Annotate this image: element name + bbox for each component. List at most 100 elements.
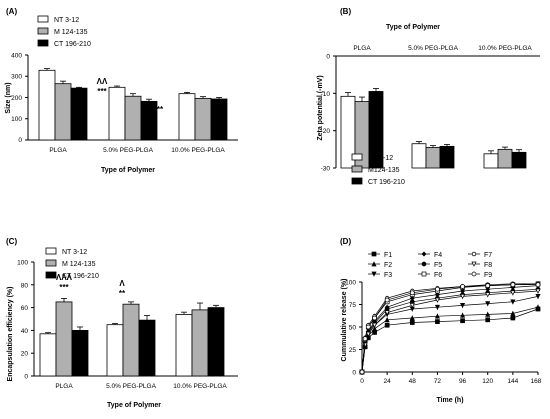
xtick-label: 72 [434, 378, 442, 385]
bar [483, 153, 499, 169]
ytick-label: 0 [18, 137, 22, 144]
xtick-label: 48 [409, 378, 417, 385]
data-point [485, 283, 491, 288]
legend-label: F2 [384, 262, 392, 269]
xtick-label: 10.0% PEG-PLGA [171, 147, 225, 154]
bar [124, 95, 142, 141]
data-point [362, 342, 368, 348]
ytick-label: 50 [349, 325, 357, 332]
panel-c-label: (C) [6, 237, 17, 246]
bar [71, 329, 89, 377]
panel-b: (B) Type of Polymer PLGA 5.0% PEG-PLGA 1… [317, 7, 540, 186]
ytick-label: 40 [21, 328, 29, 335]
legend-label-m: M 124-135 [54, 29, 88, 36]
panel-d-yticks: 0 25 50 75 100 [345, 280, 362, 377]
xtick-label: 120 [482, 378, 493, 385]
data-point [409, 320, 415, 325]
significance-marker: ΛΛΛ [56, 273, 73, 282]
data-point [485, 292, 491, 298]
panel-b-title: Type of Polymer [386, 24, 440, 31]
data-point [535, 294, 541, 300]
bar [106, 324, 124, 377]
ytick-label: -10 [321, 91, 331, 98]
panel-c-yticks: 0 20 40 60 80 100 [17, 260, 34, 381]
significance-marker: ** [157, 105, 164, 114]
panel-a-bars [38, 68, 228, 141]
panel-b-bars [340, 88, 527, 169]
data-point [510, 310, 516, 316]
data-point [434, 297, 440, 303]
data-point [434, 304, 440, 310]
ytick-label: 75 [349, 302, 357, 309]
data-point [485, 311, 491, 317]
panel-a: (A) NT 3-12 M 124-135 CT 196-210 Size (n… [5, 7, 238, 174]
xtick-label: 168 [531, 378, 542, 385]
xtick-label: PLGA [49, 147, 67, 154]
panel-b-ylabel: Zeta potential (-mV) [317, 75, 324, 140]
data-point [485, 301, 491, 307]
xtick-label: 24 [384, 378, 392, 385]
xtick-label: 5.0% PEG-PLGA [408, 45, 459, 52]
xtick-label: 0 [360, 378, 364, 385]
legend-label: F9 [484, 272, 492, 279]
ytick-label: 0 [352, 370, 356, 377]
xtick-label: 144 [507, 378, 518, 385]
xtick-label: 10.0% PEG-PLGA [478, 45, 532, 52]
panel-a-legend: NT 3-12 M 124-135 CT 196-210 [37, 15, 91, 48]
data-point [384, 310, 390, 316]
xtick-label: PLGA [353, 45, 371, 52]
panel-b-label: (B) [340, 7, 351, 16]
xtick-label: 10.0% PEG-PLGA [173, 383, 227, 390]
bar [191, 309, 209, 377]
ytick-label: 100 [11, 116, 22, 123]
legend-label-nt: NT 3-12 [62, 249, 87, 256]
data-point [471, 261, 477, 267]
ytick-label: 0 [326, 54, 330, 61]
data-point [460, 318, 465, 324]
data-point [535, 282, 541, 288]
panel-b-yticks: 0 -10 -20 -30 [321, 54, 336, 173]
bar [108, 86, 126, 141]
data-point [409, 290, 415, 296]
legend-label-nt: NT 3-12 [54, 17, 79, 24]
bar [439, 145, 455, 169]
legend-label: F1 [384, 252, 392, 259]
data-point [384, 297, 390, 303]
legend-swatch-m [37, 27, 49, 35]
bar [138, 319, 156, 377]
legend-swatch-m [351, 165, 363, 173]
legend-label-ct: CT 196-210 [54, 41, 91, 48]
legend-swatch-ct [351, 177, 363, 185]
bar [178, 93, 196, 141]
significance-marker: *** [59, 283, 69, 292]
data-point [535, 288, 541, 294]
data-point [372, 326, 378, 332]
data-point [371, 271, 377, 277]
legend-label: F6 [434, 272, 442, 279]
data-point [365, 331, 371, 337]
data-point [359, 369, 365, 375]
legend-swatch-nt [351, 153, 363, 161]
data-point [384, 322, 390, 328]
panel-c-ylabel: Encapsulation efficiency (%) [7, 287, 14, 382]
data-point [435, 319, 440, 324]
panel-d: (D) Cummulative release (%) 0 25 50 75 1… [340, 237, 542, 404]
data-point [421, 261, 427, 267]
data-point [535, 304, 541, 310]
panel-d-ylabel: Cummulative release (%) [341, 279, 348, 362]
bar [39, 333, 57, 377]
xtick-label: 5.0% PEG-PLGA [106, 383, 157, 390]
legend-swatch-ct [45, 271, 57, 279]
bar [194, 97, 212, 141]
ytick-label: 60 [21, 305, 29, 312]
panel-d-xticks: 0 24 48 72 96 120 144 168 [360, 372, 542, 385]
data-point [362, 336, 368, 342]
data-point [371, 261, 377, 267]
xtick-label: PLGA [55, 383, 73, 390]
panel-a-label: (A) [6, 7, 17, 16]
panel-a-xlabel: Type of Polymer [101, 167, 155, 174]
significance-marker: ΛΛ [97, 77, 108, 86]
xtick-label: 96 [459, 378, 467, 385]
significance-marker: ** [119, 289, 126, 298]
legend-swatch-ct [37, 39, 49, 47]
